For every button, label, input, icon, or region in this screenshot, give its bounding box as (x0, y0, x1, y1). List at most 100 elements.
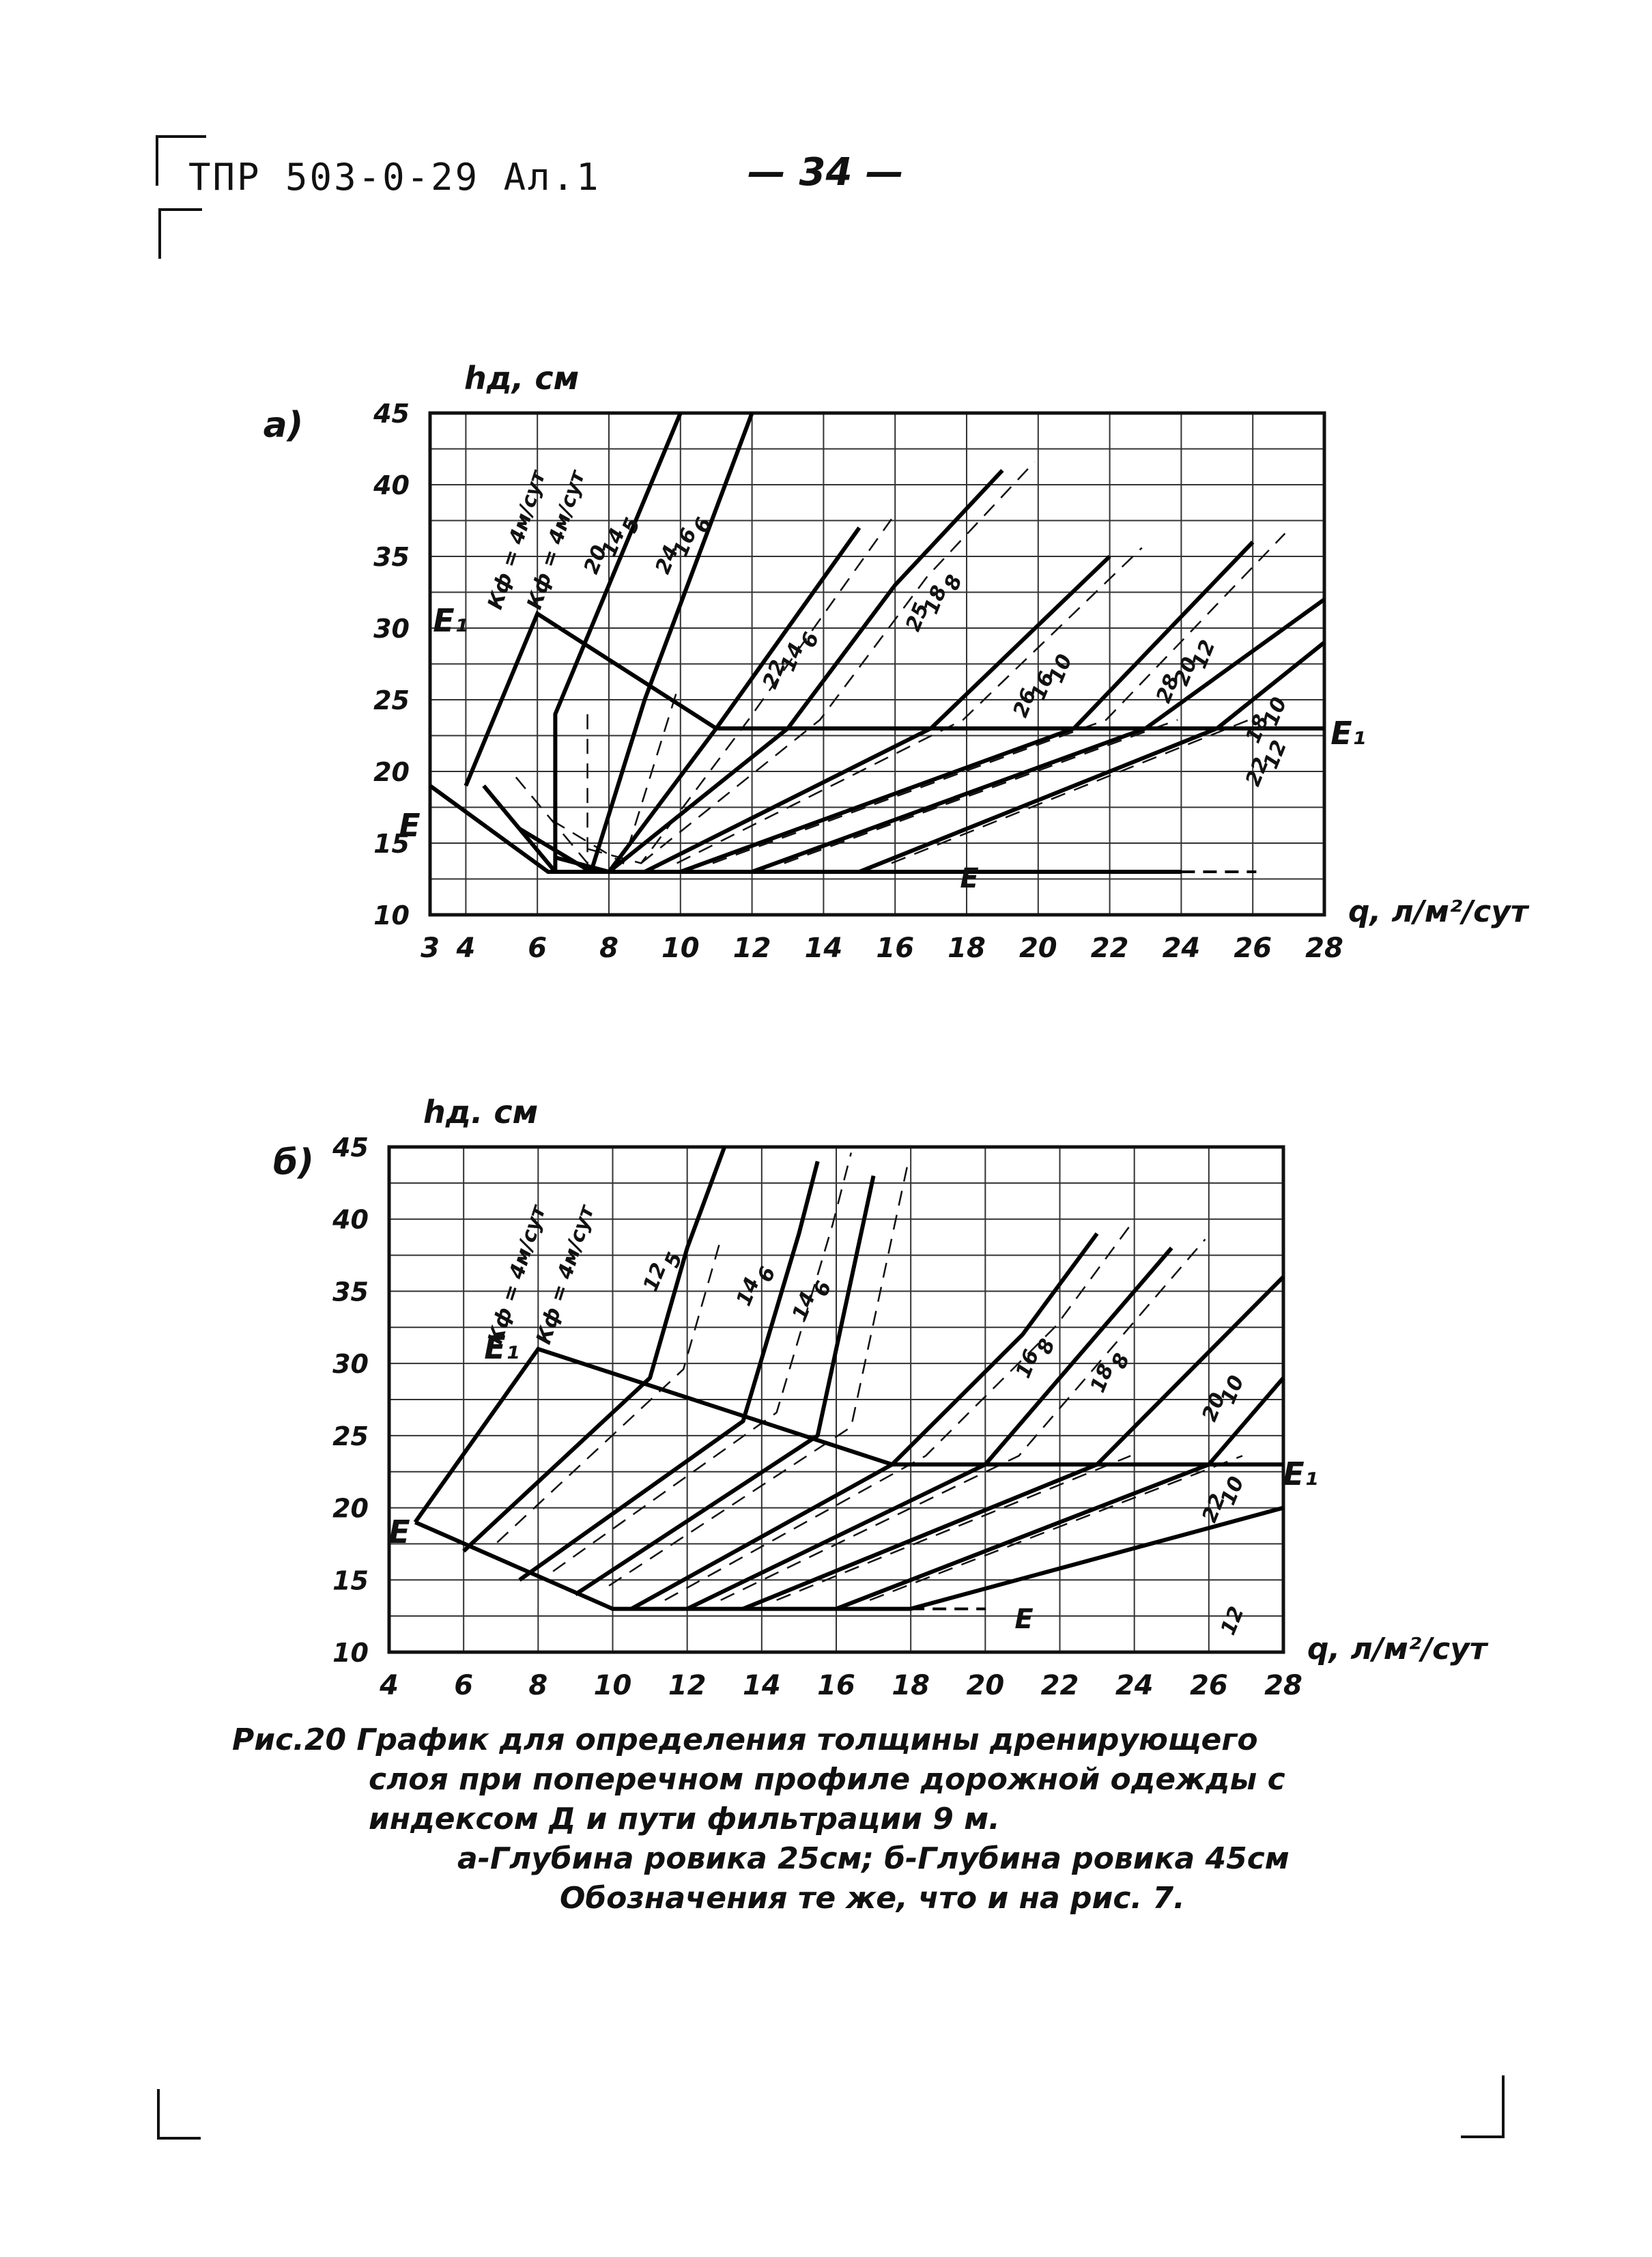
series-line-dashed (891, 719, 1250, 864)
series-line (910, 1505, 1284, 1611)
dashed-lines (496, 1152, 1243, 1602)
series-line-dashed (664, 1224, 1132, 1601)
label-e1-left: E₁ (484, 1329, 519, 1366)
series-line-dashed (712, 533, 1286, 864)
series-line (608, 468, 1004, 874)
dashed-lines (515, 461, 1286, 866)
x-tick-label: 16 (876, 933, 914, 964)
series-line-dashed (496, 1238, 722, 1544)
x-tick-label: 8 (528, 1670, 547, 1701)
series-line-dashed (551, 691, 678, 865)
x-tick-label: 22 (1041, 1670, 1079, 1701)
chart-panel-a: 3 4 6 8 10 12 14 16 18 20 22 24 26 28 10 15 20 25 30 35 40 45… (264, 360, 1530, 964)
plot-frame (428, 411, 1326, 917)
y-tick-label: 40 (373, 470, 410, 500)
label-e: E (399, 807, 420, 844)
x-tick-label: 18 (948, 933, 986, 964)
label-e1-right: E₁ (1283, 1456, 1318, 1492)
caption-line-5: Обозначения те же, что и на рис. 7. (560, 1881, 1185, 1916)
chart-panel-b: 4 6 8 10 12 14 16 18 20 22 24 26 28 10 15 20 25 30 35 40 45 б… (273, 1094, 1489, 1701)
x-axis-label: q, л/м²/сут (1348, 894, 1530, 929)
series-line-dashed (587, 518, 892, 864)
y-axis-label: hд, см (464, 360, 579, 397)
label-e-bottom: E (960, 863, 978, 894)
plot-frame (387, 1145, 1285, 1654)
series-line-dashed (515, 705, 588, 866)
series-line (574, 1175, 876, 1596)
series-line (554, 526, 861, 874)
x-tick-label: 16 (817, 1670, 855, 1701)
label-e1-left: E₁ (433, 602, 468, 639)
y-tick-label: 45 (332, 1133, 369, 1163)
x-tick-label: 10 (594, 1670, 632, 1701)
x-tick-label: 12 (668, 1670, 707, 1701)
corner-mark-top-left (156, 135, 206, 186)
y-tick-label: 15 (373, 829, 410, 859)
corner-mark-bottom-right (1461, 2075, 1505, 2138)
series-line-dashed (677, 547, 1143, 864)
x-tick-label: 10 (661, 933, 700, 964)
document-code: ТПР 503-0-29 Ал.1 (188, 156, 601, 199)
panel-label: б) (273, 1142, 314, 1183)
x-tick-label: 6 (528, 933, 547, 964)
series-line-dashed (869, 1455, 1243, 1602)
page-number: — 34 — (747, 150, 904, 195)
x-tick-label: 24 (1115, 1670, 1154, 1701)
series-value-label: 12 (1216, 1603, 1249, 1638)
y-tick-label: 25 (373, 685, 410, 715)
x-tick-label: 20 (966, 1670, 1004, 1701)
x-tick-label: 14 (743, 1670, 781, 1701)
corner-mark-bottom-left (157, 2089, 201, 2140)
x-tick-label: 28 (1305, 933, 1343, 964)
label-e-bottom: E (1014, 1604, 1033, 1635)
y-axis-label: hд. см (423, 1094, 538, 1131)
label-e: E (388, 1514, 410, 1550)
x-tick-label: 24 (1163, 933, 1201, 964)
caption-line-4: а-Глубина ровика 25см; б-Глубина ровика … (457, 1841, 1290, 1876)
corner-mark-top-left-inner (158, 208, 202, 259)
y-tick-label: 30 (373, 614, 410, 644)
x-tick-label: 28 (1264, 1670, 1302, 1701)
y-tick-label: 20 (332, 1494, 369, 1524)
envelope-line-e (429, 784, 1182, 874)
y-tick-label: 30 (332, 1349, 369, 1379)
y-tick-label: 10 (332, 1638, 369, 1668)
series-line (518, 1161, 820, 1582)
series-line (462, 1146, 727, 1553)
figure-caption: Рис.20 График для определения толщины др… (232, 1720, 1461, 1918)
x-tick-label: 8 (599, 933, 618, 964)
caption-line-2: слоя при поперечном профиле дорожной оде… (369, 1762, 1285, 1797)
x-axis-label: q, л/м²/сут (1307, 1632, 1489, 1666)
series-line-dashed (776, 1455, 1131, 1602)
y-tick-label: 45 (373, 399, 410, 429)
y-tick-label: 15 (332, 1565, 369, 1595)
x-tick-label: 3 (421, 933, 440, 964)
x-tick-label: 12 (733, 933, 771, 964)
x-tick-label: 26 (1190, 1670, 1228, 1701)
y-tick-label: 10 (373, 900, 410, 931)
caption-line-1: Рис.20 График для определения толщины др… (232, 1722, 1258, 1757)
x-tick-label: 18 (892, 1670, 930, 1701)
envelope-line-e1 (413, 1346, 1283, 1524)
x-tick-label: 20 (1019, 933, 1057, 964)
x-tick-label: 6 (454, 1670, 473, 1701)
series-line (518, 412, 754, 874)
series-line-dashed (720, 1238, 1206, 1602)
envelope-line-e (414, 1520, 911, 1611)
x-tick-label: 14 (805, 933, 843, 964)
panel-label: а) (264, 405, 304, 446)
series-line-dashed (784, 719, 1178, 864)
series-line-dashed (552, 1152, 853, 1572)
x-tick-label: 4 (379, 1670, 399, 1701)
y-tick-label: 35 (373, 542, 410, 572)
y-tick-label: 40 (332, 1205, 369, 1235)
x-tick-label: 26 (1234, 933, 1272, 964)
x-tick-label: 4 (455, 933, 475, 964)
y-tick-label: 25 (332, 1421, 369, 1451)
x-tick-label: 22 (1091, 933, 1129, 964)
caption-line-3: индексом Д и пути фильтрации 9 м. (369, 1802, 1000, 1836)
y-tick-label: 20 (373, 757, 410, 787)
y-tick-label: 35 (332, 1277, 369, 1307)
series-line (630, 1232, 1099, 1611)
